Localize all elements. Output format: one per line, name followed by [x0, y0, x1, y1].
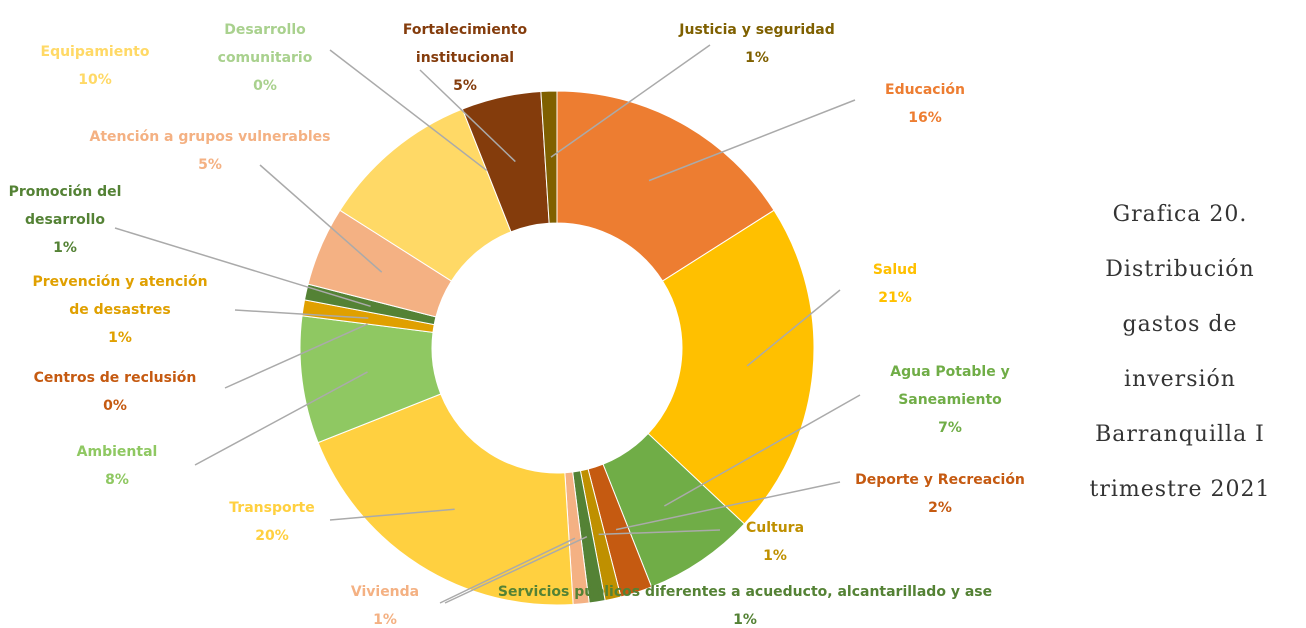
value-label: 5% [453, 78, 477, 94]
slice-label: Cultura [746, 520, 804, 536]
slice-label: Educación [885, 82, 965, 98]
value-label: 1% [108, 330, 132, 346]
caption-line: inversión [1124, 367, 1236, 392]
slice-label: Justicia y seguridad [678, 22, 834, 38]
value-label: 2% [928, 500, 952, 516]
slice-label: Salud [873, 262, 917, 278]
slice-label: Agua Potable y [890, 364, 1009, 380]
value-label: 1% [745, 50, 769, 66]
value-label: 8% [105, 472, 129, 488]
caption-line: gastos de [1123, 312, 1238, 337]
value-label: 5% [198, 157, 222, 173]
slice-label: Deporte y Recreación [855, 472, 1025, 488]
value-label: 20% [255, 528, 289, 544]
caption-line: Distribución [1105, 257, 1254, 282]
slice-label: Atención a grupos vulnerables [90, 129, 331, 145]
slice-label: Servicios públicos diferentes a acueduct… [498, 584, 992, 600]
value-label: 0% [253, 78, 277, 94]
value-label: 7% [938, 420, 962, 436]
slice-label: desarrollo [25, 212, 105, 228]
chart: Educación 16% Salud 21% Agua Potable y Saneam… [0, 0, 1306, 628]
slice-label: Promoción del [9, 184, 122, 200]
slice-label: Saneamiento [898, 392, 1002, 408]
slice-label: Prevención y atención [32, 274, 207, 290]
slice-label: comunitario [218, 50, 313, 66]
value-label: 1% [53, 240, 77, 256]
slice-label: Ambiental [77, 444, 158, 460]
value-label: 16% [908, 110, 942, 126]
caption-line: trimestre 2021 [1090, 477, 1271, 502]
slice-label: Vivienda [351, 584, 419, 600]
slice-label: Equipamiento [41, 44, 150, 60]
slice-label: Centros de reclusión [34, 370, 197, 386]
slice-label: Transporte [229, 500, 314, 516]
caption-line: Barranquilla I [1095, 422, 1265, 447]
value-label: 10% [78, 72, 112, 88]
slice-label: Fortalecimiento [403, 22, 528, 38]
value-label: 1% [733, 612, 757, 628]
value-label: 21% [878, 290, 912, 306]
value-label: 1% [373, 612, 397, 628]
slice-label: de desastres [69, 302, 170, 318]
slice-label: institucional [416, 50, 514, 66]
value-label: 0% [103, 398, 127, 414]
slice-label: Desarrollo [224, 22, 306, 38]
caption-line: Grafica 20. [1113, 202, 1248, 227]
value-label: 1% [763, 548, 787, 564]
